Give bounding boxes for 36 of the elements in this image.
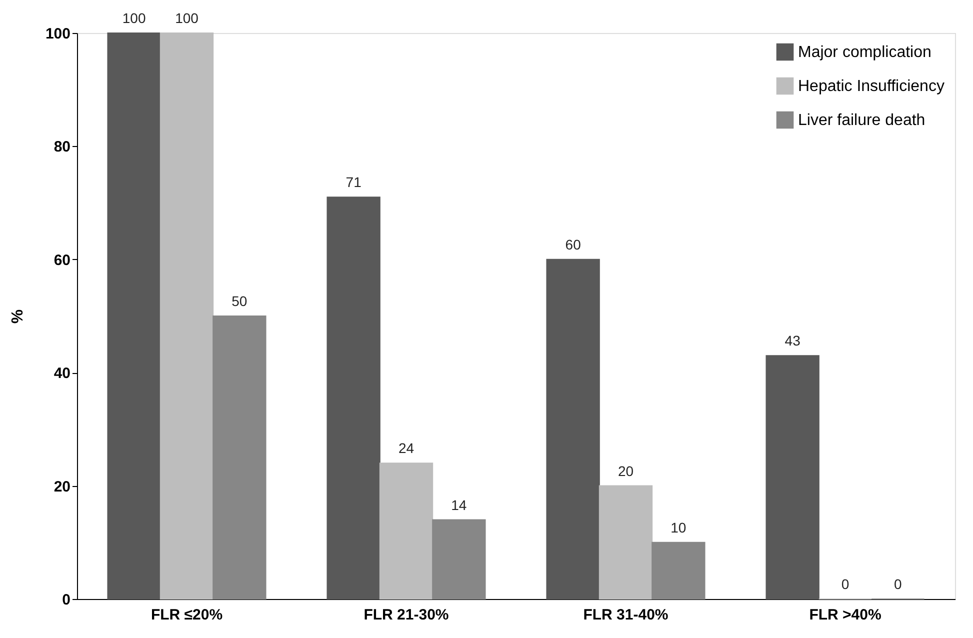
data-label: 50 <box>232 293 248 309</box>
data-label: 71 <box>346 174 362 190</box>
y-tick-label: 20 <box>54 478 70 496</box>
data-label: 0 <box>894 576 902 592</box>
data-label: 100 <box>175 10 199 26</box>
data-label: 14 <box>451 496 467 513</box>
bar <box>766 355 820 600</box>
bar <box>598 485 653 600</box>
bar <box>546 258 600 600</box>
data-label: 24 <box>398 440 414 456</box>
bar <box>107 32 161 600</box>
legend-label: Major complication <box>798 44 932 61</box>
y-tick-label: 0 <box>62 592 70 608</box>
data-label: 10 <box>670 519 686 536</box>
legend-label: Liver failure death <box>798 112 926 129</box>
bar <box>379 462 434 600</box>
data-label: 0 <box>841 576 850 592</box>
x-tick-label: FLR >40% <box>809 606 882 624</box>
y-axis-title: % <box>9 309 26 324</box>
bar <box>432 519 486 600</box>
y-tick-label: 80 <box>54 138 70 156</box>
data-label: 43 <box>784 332 801 349</box>
y-tick-label: 100 <box>45 26 70 42</box>
bar <box>160 32 214 600</box>
y-tick-label: 40 <box>54 365 70 382</box>
bar <box>326 196 380 600</box>
bar <box>652 542 706 600</box>
legend-label: Hepatic Insufficiency <box>798 78 944 95</box>
x-tick-label: FLR 21-30% <box>364 606 449 624</box>
data-label: 60 <box>565 236 582 252</box>
bar <box>212 316 266 600</box>
x-tick-label: FLR 31-40% <box>583 606 668 624</box>
x-tick-label: FLR ≤20% <box>150 606 223 624</box>
y-tick-label: 60 <box>54 252 70 269</box>
data-label: 100 <box>122 10 146 26</box>
data-label: 20 <box>618 462 634 479</box>
